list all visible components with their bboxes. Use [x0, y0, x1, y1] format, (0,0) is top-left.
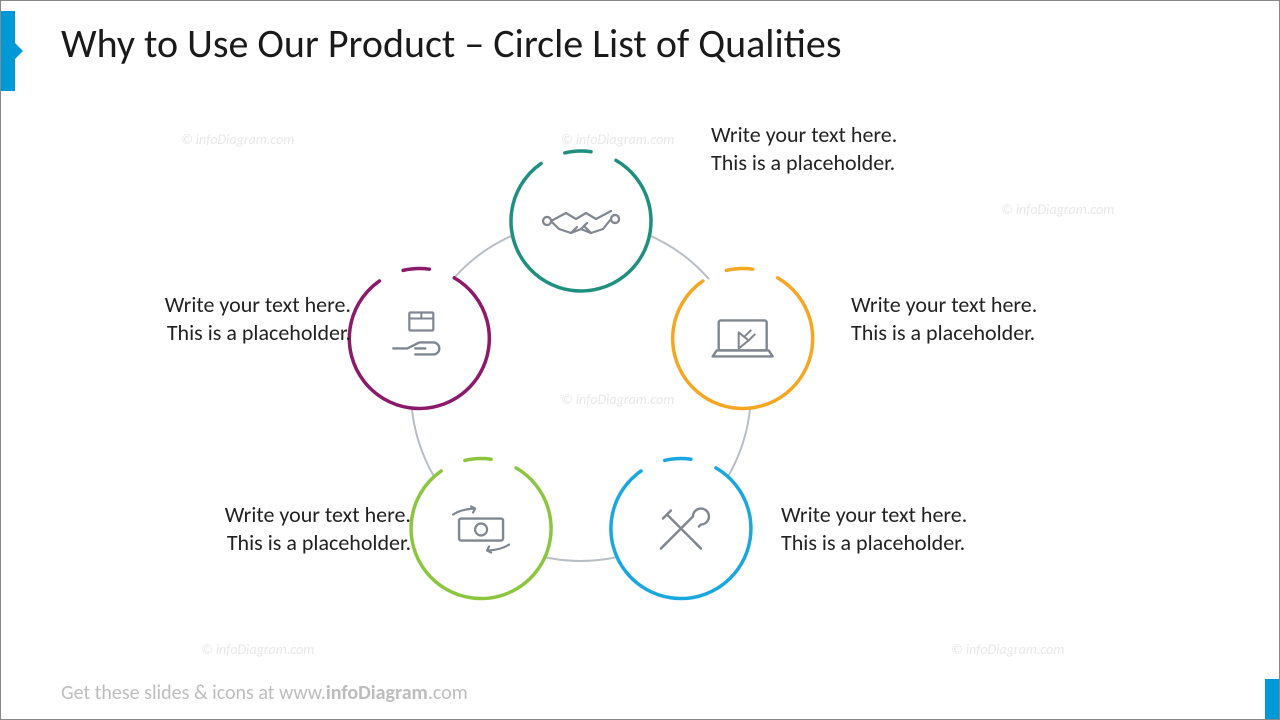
- laptop-caption-line2: This is a placeholder.: [851, 319, 1111, 347]
- handshake-node-bg: [513, 153, 650, 290]
- box-hand-caption: Write your text here.This is a placehold…: [91, 291, 351, 346]
- money-caption-line2: This is a placeholder.: [151, 529, 411, 557]
- money-caption: Write your text here.This is a placehold…: [151, 501, 411, 556]
- tools-caption-line1: Write your text here.: [781, 501, 1041, 529]
- circle-diagram: 0: [1, 1, 1280, 720]
- tools-caption-line2: This is a placeholder.: [781, 529, 1041, 557]
- money-caption-line1: Write your text here.: [151, 501, 411, 529]
- box-hand-caption-line2: This is a placeholder.: [91, 319, 351, 347]
- footer-suffix: .com: [428, 681, 468, 705]
- laptop-caption: Write your text here.This is a placehold…: [851, 291, 1111, 346]
- money-node-bg: [413, 460, 550, 597]
- footer-brand: infoDiagram: [326, 681, 428, 705]
- laptop-node-bg: [674, 270, 811, 407]
- tools-caption: Write your text here.This is a placehold…: [781, 501, 1041, 556]
- accent-bar-bottom-right: [1265, 679, 1279, 719]
- laptop-caption-line1: Write your text here.: [851, 291, 1111, 319]
- box-hand-node-bg: [351, 270, 488, 407]
- slide: Why to Use Our Product – Circle List of …: [0, 0, 1280, 720]
- handshake-caption: Write your text here.This is a placehold…: [711, 121, 971, 176]
- footer-text: Get these slides & icons at www.infoDiag…: [61, 681, 468, 705]
- footer-prefix: Get these slides & icons at www.: [61, 681, 326, 705]
- handshake-caption-line2: This is a placeholder.: [711, 149, 971, 177]
- box-hand-caption-line1: Write your text here.: [91, 291, 351, 319]
- handshake-caption-line1: Write your text here.: [711, 121, 971, 149]
